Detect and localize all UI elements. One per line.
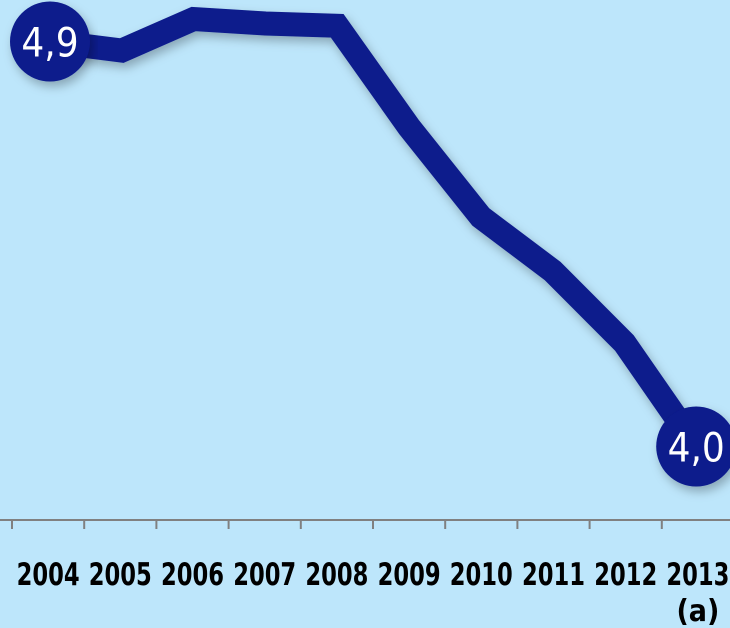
series-line-group: [48, 6, 707, 454]
x-tick-label-2011: 2011: [522, 557, 585, 593]
data-point-2008: [335, 24, 339, 28]
x-tick-sublabel-2013: (a): [676, 594, 719, 628]
x-tick-label-2013: 2013: [666, 557, 729, 593]
data-point-2010: [479, 215, 483, 219]
x-tick-label-2006: 2006: [161, 557, 224, 593]
data-point-2009: [407, 125, 411, 129]
x-tick-label-2010: 2010: [450, 557, 513, 593]
x-tick-labels: 2004 2005 2006 2007 2008 2009 2010 2011 2012 2013…: [17, 557, 730, 628]
x-tick-label-2005: 2005: [89, 557, 152, 593]
data-point-2011: [551, 269, 555, 273]
x-axis: [0, 519, 730, 529]
series-line: [48, 6, 707, 454]
x-tick-label-2007: 2007: [233, 557, 296, 593]
value-badge-circle: [656, 406, 730, 487]
value-badge-2004: 4,9: [10, 1, 90, 82]
x-tick-label-2009: 2009: [378, 557, 441, 593]
data-point-2012: [622, 341, 626, 345]
value-badge-label: 4,9: [21, 21, 78, 67]
data-point-2006: [192, 17, 196, 21]
annotation-badges: 4,9 4,0: [10, 1, 730, 487]
value-badge-circle: [10, 1, 90, 82]
data-point-2007: [263, 22, 267, 26]
x-tick-label-2004: 2004: [17, 557, 80, 593]
x-tick-label-2008: 2008: [305, 557, 368, 593]
data-point-2005: [120, 49, 124, 53]
value-badge-2013: 4,0: [656, 406, 730, 487]
value-badge-label: 4,0: [668, 426, 725, 472]
x-tick-label-2012: 2012: [594, 557, 657, 593]
